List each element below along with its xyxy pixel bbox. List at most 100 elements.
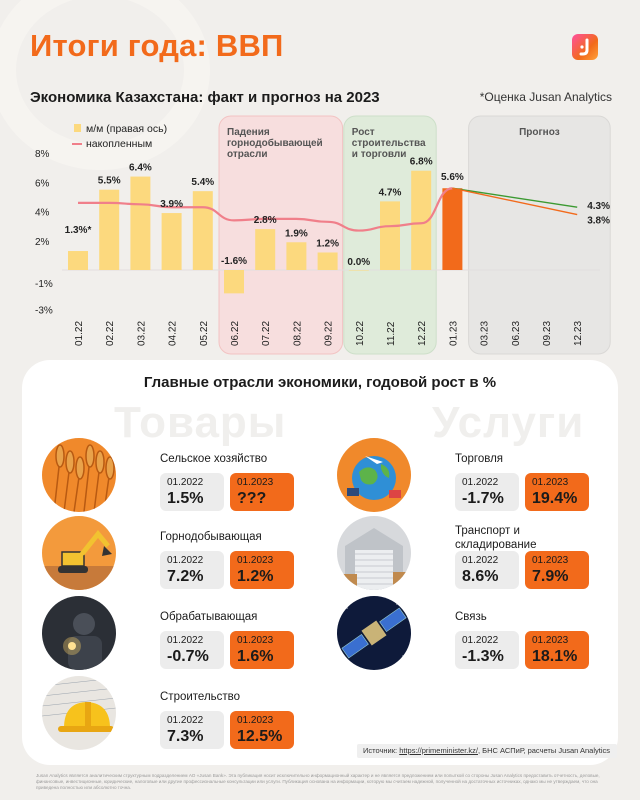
card-value: 19.4% bbox=[532, 490, 578, 507]
card-value: ??? bbox=[237, 490, 267, 507]
chart-zone-label: и торговли bbox=[352, 149, 407, 160]
bar-08.22 bbox=[286, 242, 307, 270]
value-card-2022: 01.2022 -1.3% bbox=[455, 631, 519, 669]
card-value: -1.3% bbox=[462, 648, 504, 665]
sector-name: Сельское хозяйство bbox=[160, 453, 268, 465]
card-value: 1.6% bbox=[237, 648, 274, 665]
source-link[interactable]: https://primeminister.kz/ bbox=[399, 746, 478, 755]
chart-zone-label: отрасли bbox=[227, 149, 268, 160]
x-tick-label: 05.22 bbox=[199, 321, 210, 346]
chart-zone-label: горнодобывающей bbox=[227, 137, 323, 149]
card-year: 01.2022 bbox=[167, 477, 204, 488]
sectors-panel: Главные отрасли экономики, годовой рост … bbox=[22, 360, 618, 765]
sector-name: Связь bbox=[455, 611, 487, 623]
source-note: Источник: https://primeminister.kz/, БНС… bbox=[357, 744, 617, 758]
bar-01.22 bbox=[68, 251, 88, 270]
legend-label: м/м (правая ось) bbox=[86, 123, 167, 135]
chart-legend: м/м (правая ось) накопленным bbox=[72, 123, 167, 150]
chart-zone-3: Прогноз bbox=[468, 115, 611, 355]
card-value: 18.1% bbox=[532, 648, 578, 665]
globe-image bbox=[337, 438, 411, 512]
card-year: 01.2022 bbox=[462, 555, 499, 566]
source-suffix: , БНС АСПиР, расчеты Jusan Analytics bbox=[477, 746, 611, 755]
card-year: 01.2023 bbox=[532, 555, 569, 566]
card-value: 7.2% bbox=[167, 568, 204, 585]
bar-12.22 bbox=[411, 170, 432, 270]
data-label: 2.8% bbox=[254, 215, 277, 226]
card-year: 01.2023 bbox=[237, 477, 274, 488]
goods-watermark: Товары bbox=[114, 398, 287, 447]
legend-label: накопленным bbox=[86, 138, 152, 150]
x-tick-label: 01.23 bbox=[448, 321, 459, 346]
value-card-2022: 01.2022 -0.7% bbox=[160, 631, 224, 669]
x-tick-label: 04.22 bbox=[168, 321, 179, 346]
card-value: -0.7% bbox=[167, 648, 209, 665]
x-tick-label: 02.22 bbox=[105, 321, 116, 346]
chart-zone-label: строительства bbox=[352, 138, 426, 149]
data-label: 5.4% bbox=[191, 177, 214, 188]
value-card-2023: 01.2023 1.2% bbox=[230, 551, 294, 589]
estimate-note: *Оценка Jusan Analytics bbox=[479, 90, 612, 104]
data-label: 1.3%* bbox=[65, 225, 92, 236]
sector-name: Торговля bbox=[455, 453, 504, 465]
value-card-2023: 01.2023 1.6% bbox=[230, 631, 294, 669]
card-year: 01.2022 bbox=[167, 715, 204, 726]
data-label: 4.7% bbox=[379, 187, 402, 198]
value-card-2023: 01.2023 12.5% bbox=[230, 711, 294, 749]
sector-name: Горнодобывающая bbox=[160, 531, 262, 543]
bar-04.22 bbox=[161, 213, 182, 270]
x-tick-label: 01.22 bbox=[74, 321, 85, 346]
x-tick-label: 03.22 bbox=[136, 321, 147, 346]
card-year: 01.2023 bbox=[532, 477, 569, 488]
card-value: 1.2% bbox=[237, 568, 274, 585]
x-tick-label: 06.22 bbox=[230, 321, 241, 346]
bar-05.22 bbox=[192, 191, 213, 270]
card-year: 01.2022 bbox=[167, 555, 204, 566]
card-value: -1.7% bbox=[462, 490, 504, 507]
value-card-2022: 01.2022 8.6% bbox=[455, 551, 519, 589]
value-card-2023: 01.2023 7.9% bbox=[525, 551, 589, 589]
bar-10.22 bbox=[348, 270, 369, 271]
page-title: Итоги года: ВВП bbox=[30, 28, 284, 63]
bar-07.22 bbox=[255, 229, 276, 270]
x-tick-label: 11.22 bbox=[386, 321, 397, 346]
data-label: 3.9% bbox=[160, 199, 183, 210]
wheat-image bbox=[42, 438, 116, 512]
data-label: 5.6% bbox=[441, 172, 464, 183]
x-tick-label: 06.23 bbox=[511, 321, 522, 346]
card-year: 01.2023 bbox=[237, 555, 274, 566]
source-prefix: Источник: bbox=[363, 746, 398, 755]
x-tick-label: 09.23 bbox=[542, 321, 553, 346]
data-label: 6.4% bbox=[129, 163, 152, 174]
bar-03.22 bbox=[130, 176, 151, 270]
x-tick-label: 03.23 bbox=[480, 321, 491, 346]
card-year: 01.2023 bbox=[237, 715, 274, 726]
bar-02.22 bbox=[99, 189, 120, 270]
welder-image bbox=[42, 596, 116, 670]
chart-zone-label: Рост bbox=[352, 127, 375, 138]
bar-11.22 bbox=[380, 201, 400, 270]
card-year: 01.2022 bbox=[462, 635, 499, 646]
value-card-2023: 01.2023 19.4% bbox=[525, 473, 589, 511]
card-value: 7.9% bbox=[532, 568, 569, 585]
y-tick-label: 6% bbox=[35, 178, 50, 189]
data-label: 5.5% bbox=[98, 176, 121, 187]
forecast-line-1 bbox=[452, 187, 578, 208]
x-tick-label: 09.22 bbox=[324, 321, 335, 346]
cumulative-line bbox=[78, 187, 453, 232]
value-card-2022: 01.2022 1.5% bbox=[160, 473, 224, 511]
y-tick-label: 8% bbox=[35, 149, 50, 160]
card-value: 8.6% bbox=[462, 568, 499, 585]
excavator-image bbox=[42, 516, 116, 590]
data-label: -1.6% bbox=[221, 256, 247, 267]
bar-09.22 bbox=[317, 252, 338, 270]
legend-bar-swatch bbox=[74, 124, 81, 132]
satellite-image bbox=[337, 596, 411, 670]
value-card-2022: 01.2022 -1.7% bbox=[455, 473, 519, 511]
data-label: 1.9% bbox=[285, 228, 308, 239]
x-tick-label: 10.22 bbox=[355, 321, 366, 346]
card-value: 7.3% bbox=[167, 728, 204, 745]
x-tick-label: 12.23 bbox=[573, 321, 584, 346]
